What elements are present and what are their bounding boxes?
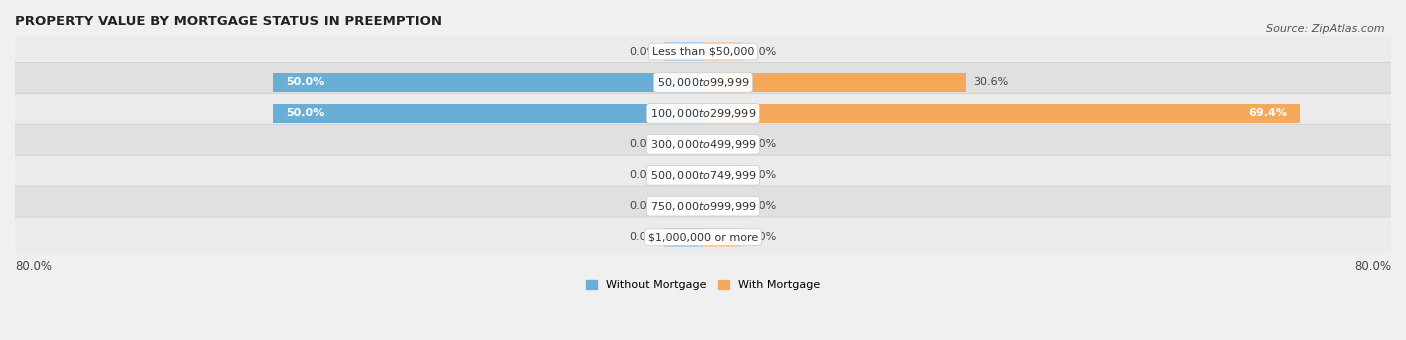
Text: Source: ZipAtlas.com: Source: ZipAtlas.com (1267, 24, 1385, 34)
Bar (703, 197, 742, 216)
Text: 0.0%: 0.0% (748, 47, 778, 56)
Text: 0.0%: 0.0% (628, 139, 658, 149)
Text: 0.0%: 0.0% (748, 139, 778, 149)
Bar (703, 135, 742, 154)
FancyBboxPatch shape (14, 93, 1392, 134)
Text: $500,000 to $749,999: $500,000 to $749,999 (650, 169, 756, 182)
Bar (273, 73, 703, 92)
FancyBboxPatch shape (14, 63, 1392, 103)
Text: PROPERTY VALUE BY MORTGAGE STATUS IN PREEMPTION: PROPERTY VALUE BY MORTGAGE STATUS IN PRE… (15, 15, 441, 28)
Text: 50.0%: 50.0% (285, 78, 325, 87)
Bar (703, 104, 1299, 123)
Text: $1,000,000 or more: $1,000,000 or more (648, 232, 758, 242)
Bar (664, 166, 703, 185)
FancyBboxPatch shape (14, 186, 1392, 226)
Text: Less than $50,000: Less than $50,000 (652, 47, 754, 56)
FancyBboxPatch shape (14, 32, 1392, 72)
Text: $100,000 to $299,999: $100,000 to $299,999 (650, 107, 756, 120)
Bar (273, 104, 703, 123)
Text: 50.0%: 50.0% (285, 108, 325, 118)
Bar (703, 73, 966, 92)
Bar (664, 227, 703, 247)
Text: 69.4%: 69.4% (1249, 108, 1286, 118)
Text: 0.0%: 0.0% (748, 232, 778, 242)
Text: 0.0%: 0.0% (628, 47, 658, 56)
Bar (664, 135, 703, 154)
FancyBboxPatch shape (14, 217, 1392, 257)
Text: 80.0%: 80.0% (1354, 260, 1391, 273)
Bar (664, 42, 703, 61)
Text: 80.0%: 80.0% (15, 260, 52, 273)
Text: 0.0%: 0.0% (748, 170, 778, 180)
Text: $750,000 to $999,999: $750,000 to $999,999 (650, 200, 756, 213)
Text: $50,000 to $99,999: $50,000 to $99,999 (657, 76, 749, 89)
Text: 30.6%: 30.6% (973, 78, 1008, 87)
Bar (703, 166, 742, 185)
Text: 0.0%: 0.0% (628, 232, 658, 242)
FancyBboxPatch shape (14, 155, 1392, 195)
Text: 0.0%: 0.0% (628, 201, 658, 211)
Text: 0.0%: 0.0% (628, 170, 658, 180)
Bar (703, 227, 742, 247)
Legend: Without Mortgage, With Mortgage: Without Mortgage, With Mortgage (582, 275, 824, 295)
Bar (664, 197, 703, 216)
FancyBboxPatch shape (14, 124, 1392, 165)
Text: $300,000 to $499,999: $300,000 to $499,999 (650, 138, 756, 151)
Text: 0.0%: 0.0% (748, 201, 778, 211)
Bar (703, 42, 742, 61)
